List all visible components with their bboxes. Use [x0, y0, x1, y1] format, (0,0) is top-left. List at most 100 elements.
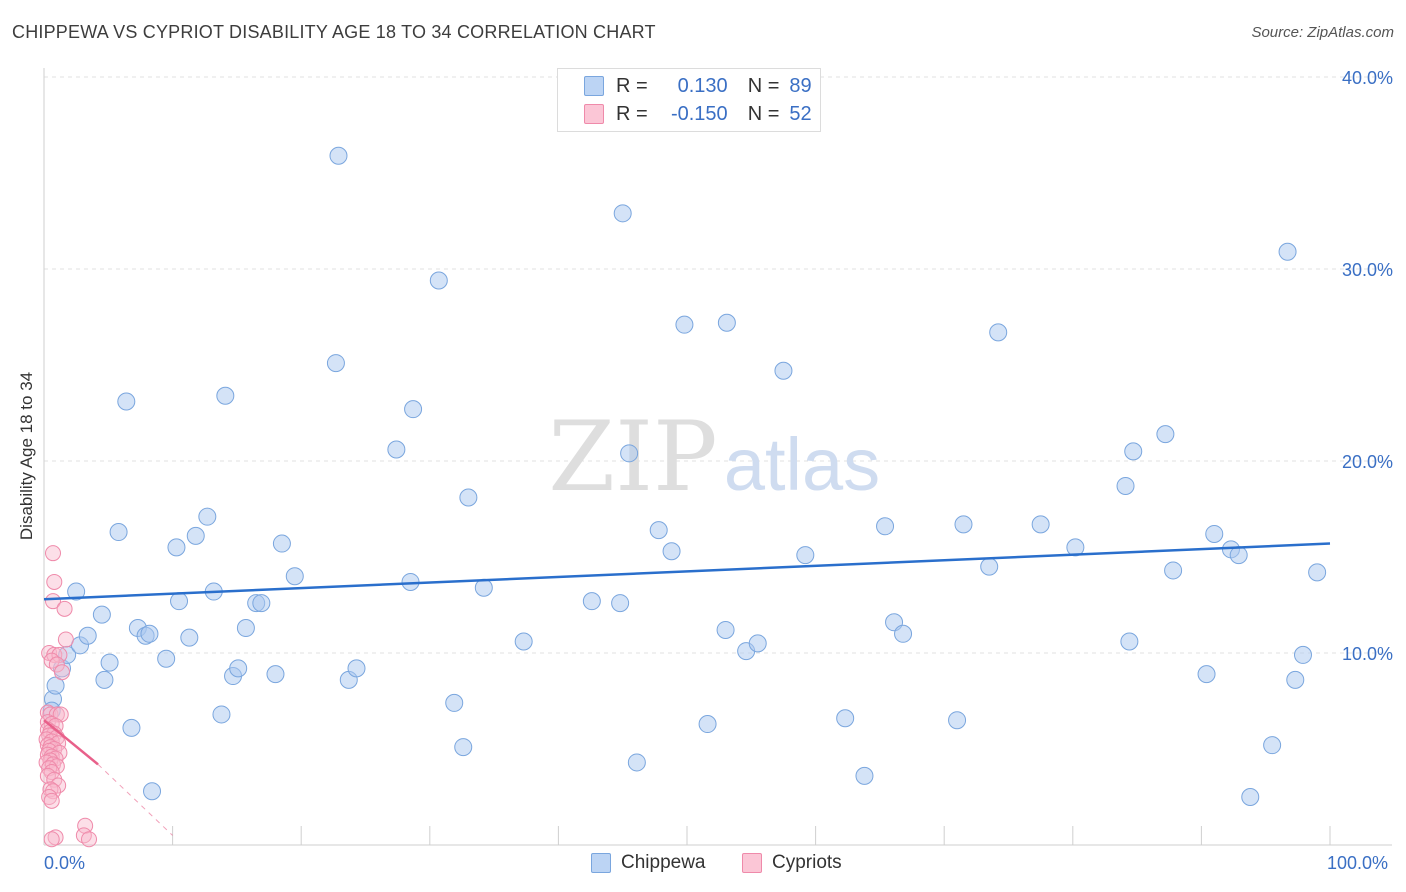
chippewa-point [157, 649, 176, 668]
chippewa-point [980, 557, 999, 576]
chippewa-point [796, 546, 815, 565]
legend-row-cypriots: R = -0.150 N = 52 [584, 102, 812, 126]
chippewa-point [186, 526, 205, 545]
chippewa-point [143, 782, 162, 801]
chippewa-point [109, 523, 128, 542]
y-tick-label: 30.0% [1342, 260, 1393, 280]
chippewa-point [46, 676, 65, 695]
cypriots-point [81, 831, 98, 848]
chippewa-point [229, 659, 248, 678]
chippewa-point [620, 444, 639, 463]
chippewa-point [717, 313, 736, 332]
chippewa-point [117, 392, 136, 411]
source-note: Source: ZipAtlas.com [1251, 24, 1394, 41]
chippewa-point [78, 626, 97, 645]
x-tick-label-max: 100.0% [1327, 853, 1389, 873]
legend-n-value: 89 [789, 74, 812, 97]
cypriots-swatch [742, 853, 762, 873]
y-axis-label: Disability Age 18 to 34 [17, 371, 36, 541]
y-tick-label: 10.0% [1342, 644, 1393, 664]
cypriots-point [57, 631, 74, 648]
cypriots-point [46, 573, 63, 590]
chippewa-point [774, 361, 793, 380]
legend-r-value: 0.130 [677, 74, 728, 97]
chippewa-point [347, 659, 366, 678]
chippewa-point [1031, 515, 1050, 534]
watermark-atlas: atlas [724, 423, 880, 506]
chippewa-point [329, 146, 348, 165]
cypriots-point [56, 600, 73, 617]
chippewa-swatch [584, 76, 604, 96]
y-tick-labels: 10.0% 20.0% 30.0% 40.0% [1342, 68, 1393, 664]
chippewa-point [948, 711, 967, 730]
legend-r-label: R = [616, 74, 648, 97]
chippewa-point [1308, 563, 1327, 582]
chippewa-point [445, 693, 464, 712]
chippewa-point [582, 592, 601, 611]
chippewa-point [216, 386, 235, 405]
chippewa-point [212, 705, 231, 724]
chippewa-point [326, 354, 345, 373]
chippewa-point [404, 400, 423, 419]
chippewa-point [855, 766, 874, 785]
legend-r-label: R = [616, 102, 648, 125]
y-tick-label: 20.0% [1342, 452, 1393, 472]
chippewa-point [1124, 442, 1143, 461]
chippewa-point [1278, 242, 1297, 261]
chippewa-point [429, 271, 448, 290]
chart-title: CHIPPEWA VS CYPRIOT DISABILITY AGE 18 TO… [12, 22, 656, 42]
chippewa-point [140, 624, 159, 643]
chippewa-point [1116, 476, 1135, 495]
chippewa-point [698, 715, 717, 734]
chippewa-trend-line [43, 542, 1331, 601]
cypriots-swatch [584, 104, 604, 124]
chippewa-point [1156, 425, 1175, 444]
chippewa-point [1066, 538, 1085, 557]
chippewa-point [514, 632, 533, 651]
chippewa-point [675, 315, 694, 334]
chippewa-point [266, 665, 285, 684]
chippewa-point [459, 488, 478, 507]
chippewa-point [748, 634, 767, 653]
legend-r-value: -0.150 [670, 102, 728, 125]
chippewa-point [649, 521, 668, 540]
chippewa-point [180, 628, 199, 647]
legend-n-label: N = [747, 74, 780, 97]
legend-item-cypriots: Cypriots [742, 852, 842, 874]
chippewa-point [1241, 788, 1260, 806]
cypriots-point [43, 831, 60, 848]
chippewa-point [1197, 665, 1216, 684]
chippewa-point [95, 670, 114, 689]
axes [43, 68, 1392, 846]
chippewa-point [954, 515, 973, 534]
chippewa-point [474, 578, 493, 597]
cypriots-point [54, 664, 71, 681]
chippewa-point [272, 534, 291, 553]
chippewa-point [92, 605, 111, 624]
chippewa-point [662, 542, 681, 561]
x-tick-label-min: 0.0% [44, 853, 86, 873]
series-chippewa-points [42, 146, 1327, 806]
chippewa-point [627, 753, 646, 772]
correlation-legend: R = 0.130 N = 89 R = -0.150 N = 52 [557, 68, 821, 132]
legend-item-chippewa: Chippewa [591, 852, 706, 874]
chippewa-point [1293, 645, 1312, 664]
chippewa-point [613, 204, 632, 223]
cypriots-trend-extension [97, 763, 173, 836]
legend-row-chippewa: R = 0.130 N = 89 [584, 74, 812, 98]
legend-item-label: Cypriots [772, 852, 842, 873]
chippewa-point [100, 653, 119, 672]
chippewa-point [1229, 546, 1248, 565]
chippewa-point [1205, 524, 1224, 543]
chippewa-point [1263, 736, 1282, 755]
chippewa-point [252, 594, 271, 613]
legend-n-value: 52 [789, 102, 812, 125]
cypriots-trend-line [43, 719, 99, 766]
chippewa-point [894, 624, 913, 643]
trend-lines [43, 542, 1331, 836]
series-legend: Chippewa Cypriots [0, 852, 1406, 878]
watermark: ZIP atlas [548, 401, 880, 513]
legend-item-label: Chippewa [621, 852, 706, 873]
chippewa-point [198, 507, 217, 526]
